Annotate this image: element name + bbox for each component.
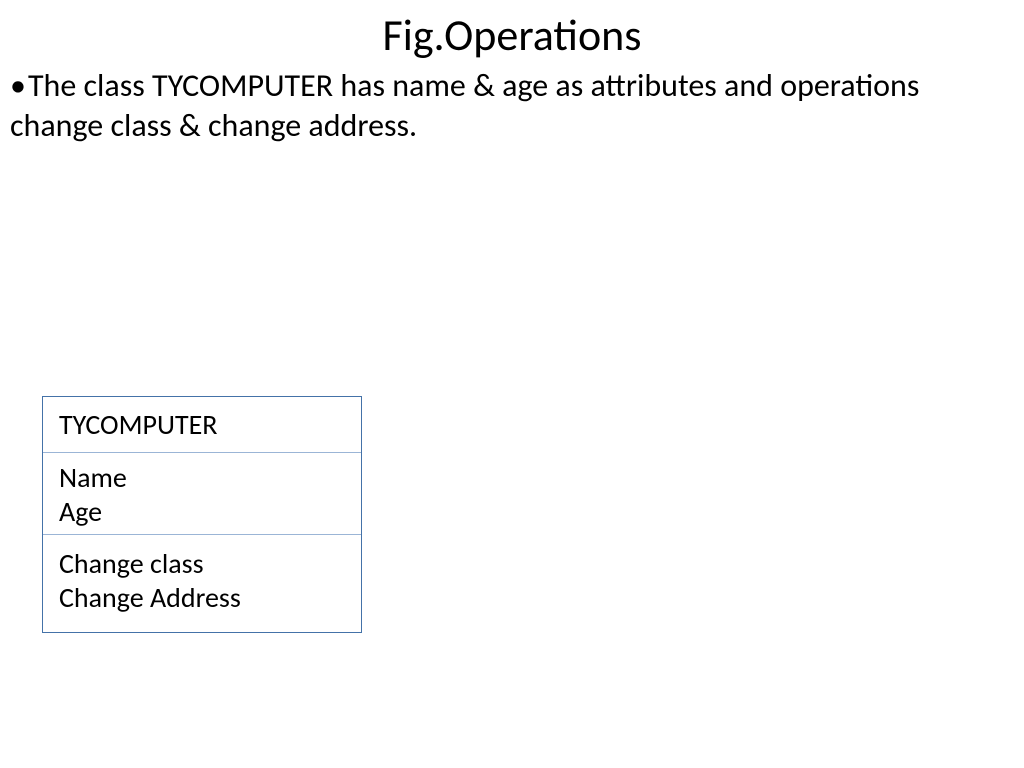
class-name: TYCOMPUTER (59, 407, 217, 442)
class-operations-compartment: Change class Change Address (43, 535, 361, 632)
class-attribute: Name (59, 461, 345, 495)
uml-class-box: TYCOMPUTER Name Age Change class Change … (42, 396, 362, 633)
class-name-compartment: TYCOMPUTER (43, 397, 361, 453)
figure-title: Fig.Operations (0, 0, 1024, 66)
class-operation: Change Address (59, 581, 345, 615)
class-attribute: Age (59, 495, 345, 529)
class-attributes-compartment: Name Age (43, 453, 361, 535)
class-operation: Change class (59, 547, 345, 581)
description-bullet: The class TYCOMPUTER has name & age as a… (0, 66, 1024, 146)
